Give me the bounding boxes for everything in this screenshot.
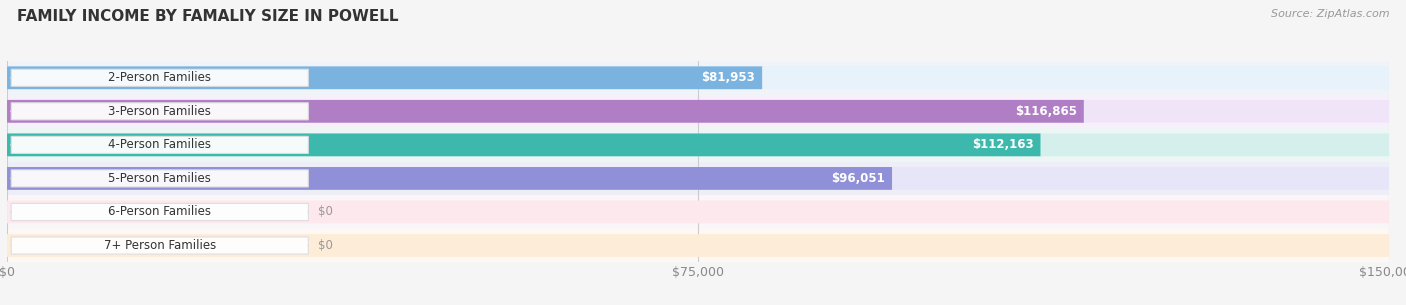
FancyBboxPatch shape — [7, 95, 1389, 128]
FancyBboxPatch shape — [7, 162, 1389, 195]
Text: 6-Person Families: 6-Person Families — [108, 206, 211, 218]
FancyBboxPatch shape — [11, 237, 308, 254]
Text: $0: $0 — [318, 239, 333, 252]
Text: 3-Person Families: 3-Person Families — [108, 105, 211, 118]
Text: $0: $0 — [318, 206, 333, 218]
FancyBboxPatch shape — [7, 167, 1389, 190]
Text: 4-Person Families: 4-Person Families — [108, 138, 211, 151]
FancyBboxPatch shape — [7, 100, 1389, 123]
Text: $81,953: $81,953 — [702, 71, 755, 84]
Text: 2-Person Families: 2-Person Families — [108, 71, 211, 84]
FancyBboxPatch shape — [7, 229, 1389, 262]
FancyBboxPatch shape — [11, 103, 308, 120]
FancyBboxPatch shape — [7, 134, 1040, 156]
FancyBboxPatch shape — [11, 170, 308, 187]
FancyBboxPatch shape — [7, 100, 1084, 123]
FancyBboxPatch shape — [11, 69, 308, 86]
FancyBboxPatch shape — [7, 234, 1389, 257]
FancyBboxPatch shape — [7, 134, 1389, 156]
Text: $96,051: $96,051 — [831, 172, 886, 185]
FancyBboxPatch shape — [7, 201, 1389, 223]
Text: $116,865: $116,865 — [1015, 105, 1077, 118]
FancyBboxPatch shape — [7, 66, 762, 89]
FancyBboxPatch shape — [11, 203, 308, 221]
Text: 7+ Person Families: 7+ Person Families — [104, 239, 217, 252]
FancyBboxPatch shape — [7, 66, 1389, 89]
Text: $112,163: $112,163 — [972, 138, 1033, 151]
Text: Source: ZipAtlas.com: Source: ZipAtlas.com — [1271, 9, 1389, 19]
FancyBboxPatch shape — [11, 136, 308, 153]
Text: FAMILY INCOME BY FAMALIY SIZE IN POWELL: FAMILY INCOME BY FAMALIY SIZE IN POWELL — [17, 9, 398, 24]
FancyBboxPatch shape — [7, 167, 891, 190]
FancyBboxPatch shape — [7, 61, 1389, 95]
FancyBboxPatch shape — [7, 128, 1389, 162]
Text: 5-Person Families: 5-Person Families — [108, 172, 211, 185]
FancyBboxPatch shape — [7, 195, 1389, 229]
